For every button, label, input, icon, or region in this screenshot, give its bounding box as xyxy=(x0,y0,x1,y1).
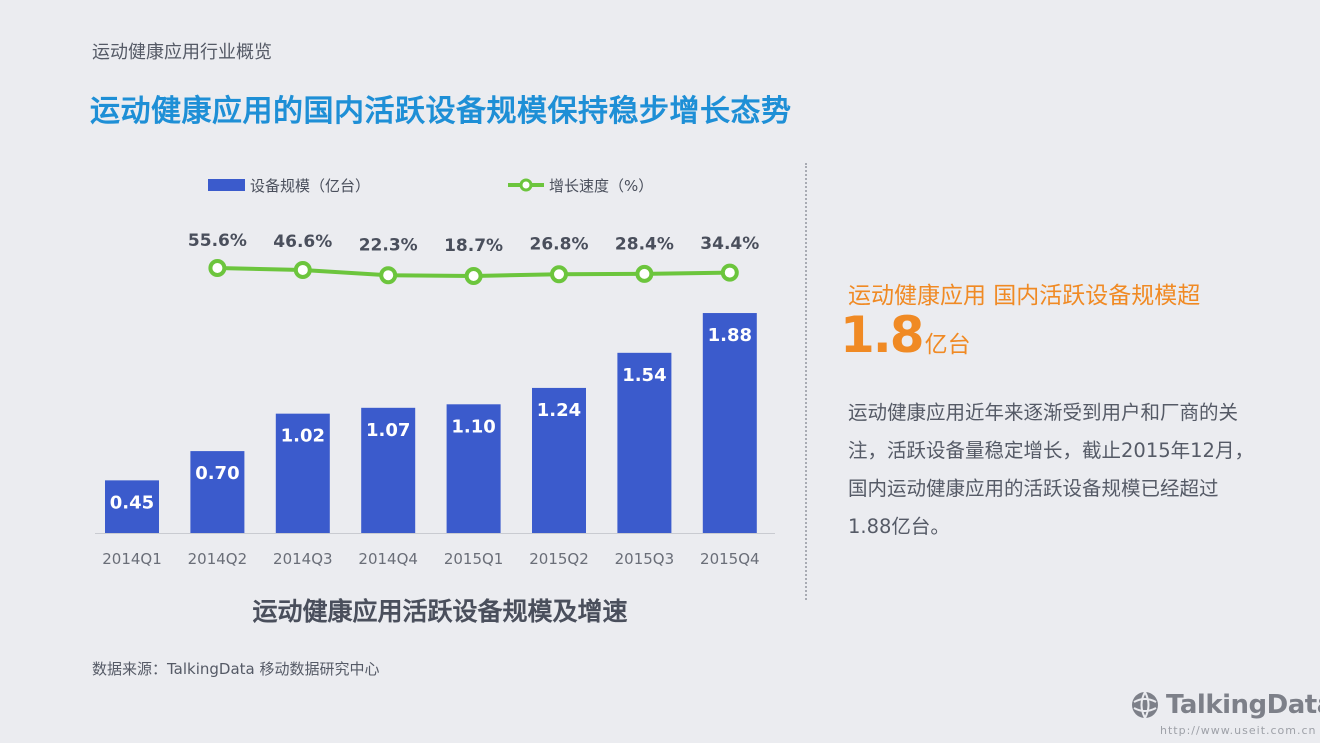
bar xyxy=(105,480,159,533)
growth-value-label: 28.4% xyxy=(615,235,674,255)
logo-text: TalkingData xyxy=(1166,690,1320,720)
bar-value-label: 1.24 xyxy=(537,400,581,421)
bar-value-label: 1.02 xyxy=(281,426,325,447)
x-axis: 2014Q1 2014Q2 2014Q3 2014Q4 2015Q1 2015Q2 2015… xyxy=(95,533,775,568)
chart-caption: 运动健康应用活跃设备规模及增速 xyxy=(252,597,628,626)
legend-label-scale: 设备规模（亿台） xyxy=(250,177,370,195)
growth-value-label: 46.6% xyxy=(273,232,332,252)
chart-legend: 设备规模（亿台） 增长速度（%） xyxy=(208,177,653,195)
bar-value-label: 1.10 xyxy=(451,416,495,437)
growth-value-label: 55.6% xyxy=(188,231,247,251)
growth-value-label: 34.4% xyxy=(700,234,759,254)
x-tick-label: 2015Q4 xyxy=(700,550,760,568)
bar xyxy=(702,313,757,533)
brand-logo: TalkingData xyxy=(1130,690,1320,720)
growth-point xyxy=(208,259,227,277)
bar xyxy=(532,387,586,533)
x-tick-label: 2015Q1 xyxy=(444,550,504,568)
growth-line-layer: 55.6% 46.6% 22.3% 18.7% 26.8% 28.4% 34.4% xyxy=(188,231,759,285)
x-tick-label: 2015Q3 xyxy=(615,550,675,568)
legend-label-growth: 增长速度（%） xyxy=(549,177,653,195)
growth-value-label: 18.7% xyxy=(444,236,503,256)
watermark: http://www.useit.com.cn xyxy=(1160,724,1317,737)
growth-point xyxy=(720,263,739,282)
bar-layer: 0.45 0.70 1.02 1.07 1.10 1.24 1.54 1.88 xyxy=(105,313,757,533)
growth-point xyxy=(550,265,568,284)
bar xyxy=(361,407,416,533)
bar-value-label: 0.70 xyxy=(195,463,239,484)
growth-point xyxy=(464,267,483,285)
kpi-value-line: 1.8亿台 xyxy=(840,306,971,364)
bar-value-label: 1.07 xyxy=(366,420,410,441)
bar-value-label: 1.54 xyxy=(622,365,666,386)
section-label: 运动健康应用行业概览 xyxy=(92,42,272,63)
growth-point xyxy=(635,264,654,283)
divider xyxy=(805,163,807,600)
kpi-number: 1.8 xyxy=(840,306,925,364)
bar-value-label: 0.45 xyxy=(110,492,154,513)
x-tick-label: 2015Q2 xyxy=(529,550,589,568)
bar-value-label: 1.88 xyxy=(708,325,752,346)
kpi-title: 运动健康应用 国内活跃设备规模超 xyxy=(848,283,1201,309)
chart: 设备规模（亿台） 增长速度（%） 55.6% 46.6% 22.3% 18.7% 26.8… xyxy=(95,177,775,568)
x-tick-label: 2014Q4 xyxy=(358,550,418,568)
x-tick-label: 2014Q3 xyxy=(273,550,333,568)
globe-logo-icon xyxy=(1132,691,1158,719)
bar xyxy=(190,451,245,533)
kpi-description: 运动健康应用近年来逐渐受到用户和厂商的关注，活跃设备量稳定增长，截止2015年1… xyxy=(848,401,1254,538)
growth-value-label: 26.8% xyxy=(530,235,589,255)
data-source: 数据来源：TalkingData 移动数据研究中心 xyxy=(92,660,380,678)
x-tick-label: 2014Q2 xyxy=(188,550,248,568)
bar xyxy=(617,352,672,533)
growth-point xyxy=(293,260,312,279)
legend-bar-swatch xyxy=(208,179,245,191)
legend-line-marker xyxy=(519,178,533,192)
bar xyxy=(446,404,501,533)
growth-point xyxy=(379,266,398,285)
bar xyxy=(275,413,330,533)
growth-value-label: 22.3% xyxy=(359,235,418,255)
kpi-unit: 亿台 xyxy=(924,332,971,358)
page-title: 运动健康应用的国内活跃设备规模保持稳步增长态势 xyxy=(90,94,792,129)
x-tick-label: 2014Q1 xyxy=(102,550,162,568)
